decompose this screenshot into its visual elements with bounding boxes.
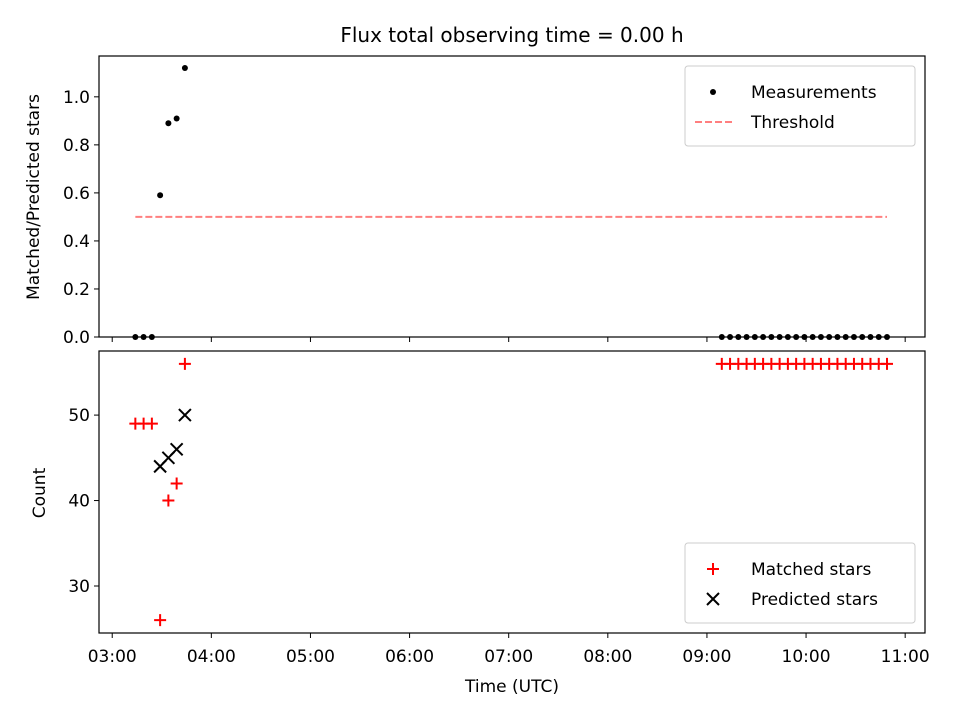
panel-bottom: Count Time (UTC) 30 40 50 03:00 04:00 05:00 06… xyxy=(30,350,930,697)
x-tick-label: 11:00 xyxy=(881,647,930,667)
y-tick-label: 1.0 xyxy=(63,88,90,108)
x-tick-label: 05:00 xyxy=(286,647,335,667)
y-axis-label-bottom: Count xyxy=(30,467,50,518)
y-tick-label: 30 xyxy=(68,577,90,597)
y-tick-label: 0.8 xyxy=(63,136,90,156)
x-tick-label: 07:00 xyxy=(484,647,533,667)
measurement-point xyxy=(173,115,180,122)
matched-star-marker xyxy=(145,417,158,430)
legend-box xyxy=(684,542,916,624)
matched-star-marker xyxy=(170,477,183,490)
predicted-star-marker xyxy=(169,442,184,456)
matched-star-marker xyxy=(154,614,167,627)
legend: Measurements Threshold xyxy=(684,65,916,147)
measurement-point xyxy=(181,65,188,72)
y-tick-label: 0.2 xyxy=(63,280,90,300)
legend-box xyxy=(684,65,916,147)
legend-marker xyxy=(710,89,716,95)
axes-frame xyxy=(98,350,926,634)
y-tick-label: 0.4 xyxy=(63,232,90,252)
legend-marker xyxy=(707,563,719,575)
x-tick-label: 10:00 xyxy=(782,647,831,667)
x-tick-label: 03:00 xyxy=(88,647,137,667)
matched-star-marker xyxy=(178,357,191,370)
x-tick-label: 08:00 xyxy=(583,647,632,667)
legend-label: Predicted stars xyxy=(751,590,878,610)
axes-frame xyxy=(98,55,926,338)
matched-star-marker xyxy=(162,494,175,507)
measurement-point xyxy=(165,120,172,127)
legend-label: Matched stars xyxy=(751,560,871,580)
x-tick-label: 06:00 xyxy=(385,647,434,667)
y-tick-label: 0.0 xyxy=(63,328,90,348)
panel-top: Matched/Predicted stars 0.0 0.2 0.4 0.6 0.8 1… xyxy=(24,55,926,348)
legend-marker xyxy=(706,592,720,606)
y-tick-label: 50 xyxy=(68,406,90,426)
y-tick-label: 40 xyxy=(68,492,90,512)
measurement-point xyxy=(157,192,164,199)
y-tick-label: 0.6 xyxy=(63,184,90,204)
legend-label: Threshold xyxy=(750,113,835,133)
legend: Matched stars Predicted stars xyxy=(684,542,916,624)
matched-star-marker xyxy=(881,357,894,370)
x-tick-label: 09:00 xyxy=(682,647,731,667)
x-tick-label: 04:00 xyxy=(187,647,236,667)
predicted-star-marker xyxy=(178,408,192,422)
x-axis-label: Time (UTC) xyxy=(464,677,559,697)
legend-label: Measurements xyxy=(751,83,877,103)
y-axis-label-top: Matched/Predicted stars xyxy=(24,94,44,300)
chart-title: Flux total observing time = 0.00 h xyxy=(340,23,683,47)
